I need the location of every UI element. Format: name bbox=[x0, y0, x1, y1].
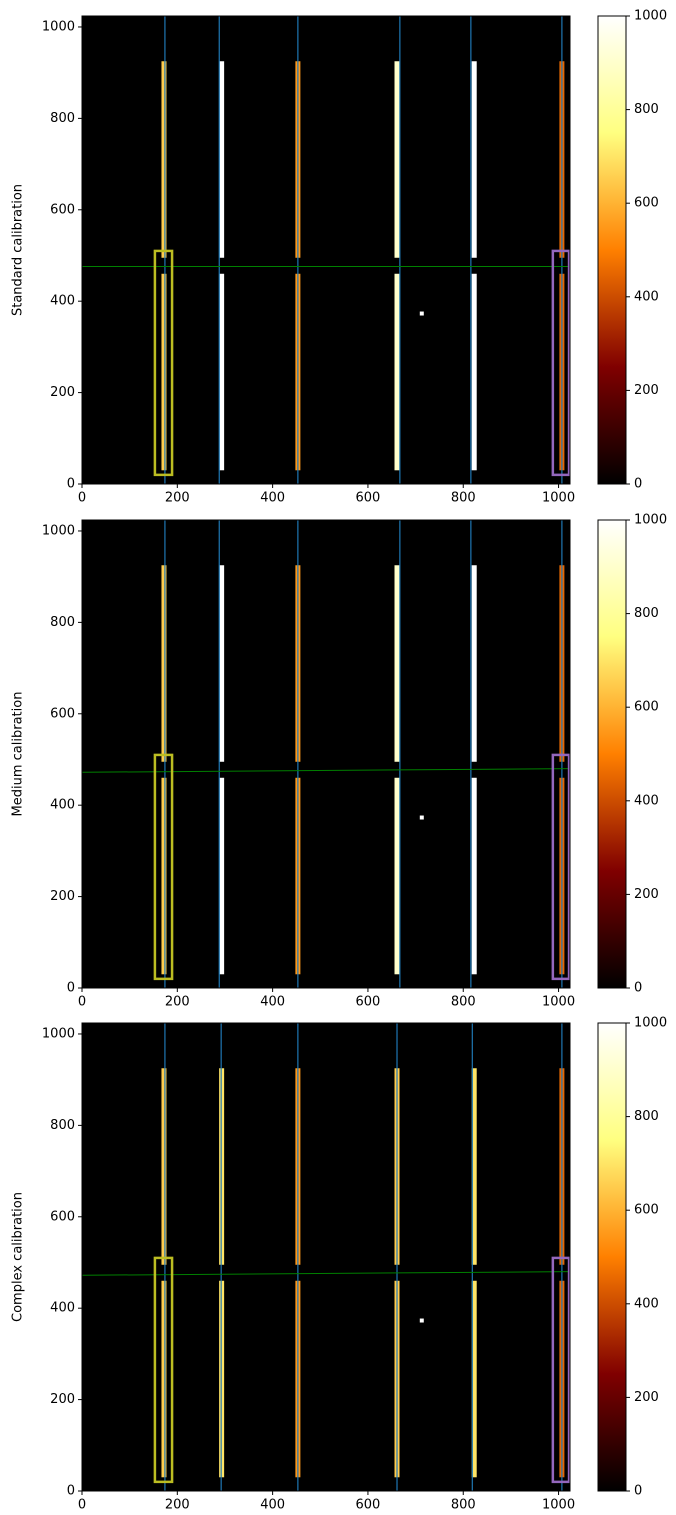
y-tick-label: 200 bbox=[50, 889, 75, 904]
slit bbox=[161, 61, 167, 258]
slit bbox=[219, 777, 225, 975]
y-tick-label: 600 bbox=[50, 706, 75, 721]
y-tick-label: 200 bbox=[50, 1392, 75, 1407]
x-tick-label: 200 bbox=[165, 491, 190, 506]
colorbar-tick-label: 1000 bbox=[634, 9, 667, 24]
slit bbox=[394, 565, 400, 762]
y-tick-label: 400 bbox=[50, 798, 75, 813]
slit bbox=[161, 1068, 167, 1265]
colorbar-tick-label: 200 bbox=[634, 887, 659, 902]
x-tick-label: 400 bbox=[260, 995, 285, 1010]
slit bbox=[394, 777, 400, 975]
colorbar-tick-label: 600 bbox=[634, 1203, 659, 1218]
y-axis-label: Complex calibration bbox=[11, 1192, 26, 1322]
cut-line bbox=[81, 1271, 571, 1276]
x-tick-label: 600 bbox=[356, 491, 381, 506]
slit bbox=[471, 273, 477, 471]
slit bbox=[161, 1280, 167, 1478]
colorbar-tick-label: 1000 bbox=[634, 1016, 667, 1031]
colorbar-tick-label: 600 bbox=[634, 196, 659, 211]
spot bbox=[419, 311, 424, 316]
x-tick-label: 800 bbox=[451, 491, 476, 506]
y-tick-label: 600 bbox=[50, 1209, 75, 1224]
slit bbox=[471, 1068, 477, 1265]
spot bbox=[419, 815, 424, 820]
colorbar-tick-label: 0 bbox=[634, 477, 642, 492]
y-tick-label: 800 bbox=[50, 111, 75, 126]
slit bbox=[161, 273, 167, 471]
y-axis-label: Medium calibration bbox=[11, 692, 26, 817]
colorbar-tick-label: 0 bbox=[634, 1484, 642, 1499]
cut-line bbox=[81, 768, 571, 773]
slit bbox=[394, 273, 400, 471]
slit bbox=[471, 777, 477, 975]
colorbar-tick-label: 800 bbox=[634, 1109, 659, 1124]
x-tick-label: 600 bbox=[356, 995, 381, 1010]
x-tick-label: 200 bbox=[165, 995, 190, 1010]
y-tick-label: 1000 bbox=[42, 1026, 75, 1041]
slit bbox=[161, 777, 167, 975]
region-box bbox=[551, 1256, 571, 1484]
slit bbox=[471, 1280, 477, 1478]
y-tick-label: 0 bbox=[67, 1484, 75, 1499]
colorbar-tick-label: 0 bbox=[634, 981, 642, 996]
x-tick-label: 1000 bbox=[542, 995, 575, 1010]
region-box bbox=[153, 249, 174, 477]
colorbar-tick-label: 200 bbox=[634, 383, 659, 398]
x-tick-label: 600 bbox=[356, 1498, 381, 1513]
spot bbox=[419, 1318, 424, 1323]
y-tick-label: 200 bbox=[50, 385, 75, 400]
colorbar-tick-label: 800 bbox=[634, 102, 659, 117]
x-tick-label: 1000 bbox=[542, 1498, 575, 1513]
x-tick-label: 200 bbox=[165, 1498, 190, 1513]
axes-frame bbox=[81, 519, 571, 989]
colorbar bbox=[597, 15, 627, 485]
colorbar-tick-label: 1000 bbox=[634, 513, 667, 528]
slit bbox=[219, 565, 225, 762]
y-axis-label: Standard calibration bbox=[11, 184, 26, 316]
x-tick-label: 0 bbox=[78, 491, 86, 506]
y-tick-label: 0 bbox=[67, 981, 75, 996]
x-tick-label: 800 bbox=[451, 995, 476, 1010]
slit bbox=[219, 273, 225, 471]
y-tick-label: 800 bbox=[50, 615, 75, 630]
colorbar-tick-label: 400 bbox=[634, 1296, 659, 1311]
slit bbox=[161, 565, 167, 762]
region-box bbox=[153, 1256, 174, 1484]
region-box bbox=[551, 249, 571, 477]
x-tick-label: 0 bbox=[78, 995, 86, 1010]
x-tick-label: 400 bbox=[260, 491, 285, 506]
slit bbox=[471, 565, 477, 762]
colorbar-tick-label: 600 bbox=[634, 700, 659, 715]
y-tick-label: 400 bbox=[50, 294, 75, 309]
slit bbox=[219, 61, 225, 258]
colorbar-tick-label: 800 bbox=[634, 606, 659, 621]
y-tick-label: 0 bbox=[67, 477, 75, 492]
colorbar-tick-label: 400 bbox=[634, 289, 659, 304]
colorbar bbox=[597, 519, 627, 989]
y-tick-label: 1000 bbox=[42, 19, 75, 34]
y-tick-label: 600 bbox=[50, 202, 75, 217]
slit bbox=[471, 61, 477, 258]
x-tick-label: 1000 bbox=[542, 491, 575, 506]
axes-frame bbox=[81, 15, 571, 485]
y-tick-label: 400 bbox=[50, 1301, 75, 1316]
axes-frame bbox=[81, 1022, 571, 1492]
x-tick-label: 800 bbox=[451, 1498, 476, 1513]
colorbar-tick-label: 400 bbox=[634, 793, 659, 808]
region-box bbox=[153, 753, 174, 981]
x-tick-label: 0 bbox=[78, 1498, 86, 1513]
colorbar-tick-label: 200 bbox=[634, 1390, 659, 1405]
x-tick-label: 400 bbox=[260, 1498, 285, 1513]
colorbar bbox=[597, 1022, 627, 1492]
y-tick-label: 800 bbox=[50, 1118, 75, 1133]
slit bbox=[394, 61, 400, 258]
y-tick-label: 1000 bbox=[42, 523, 75, 538]
region-box bbox=[551, 753, 571, 981]
